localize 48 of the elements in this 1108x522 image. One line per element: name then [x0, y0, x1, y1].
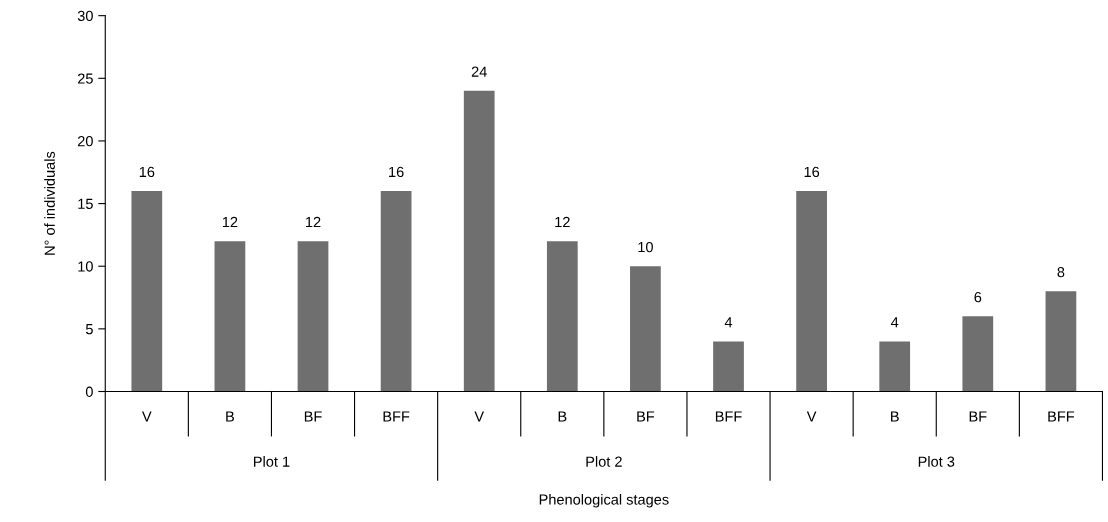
- y-tick-label: 10: [78, 261, 93, 272]
- data-label: 12: [555, 216, 570, 228]
- y-tick-label: 20: [77, 136, 93, 147]
- text: Plot 2: [586, 456, 622, 467]
- data-label: 10: [638, 241, 653, 253]
- x-tick-label: B: [891, 411, 899, 422]
- x-tick-label: BF: [969, 411, 987, 422]
- x-tick-label: BFF: [1048, 411, 1075, 422]
- bar: [796, 191, 827, 392]
- data-label: 8: [1057, 266, 1065, 278]
- bar: [1045, 291, 1077, 392]
- data-label: 4: [890, 317, 899, 328]
- bar: [546, 241, 578, 392]
- data-label: 4: [724, 317, 733, 328]
- data-label: 12: [222, 216, 238, 228]
- data-label: 6: [974, 292, 982, 303]
- x-tick-label: BF: [304, 411, 322, 422]
- x-axis-title: Phenological stages: [539, 493, 669, 508]
- bar: [630, 266, 661, 392]
- y-tick-label: 15: [78, 198, 93, 210]
- data-label: 16: [804, 166, 820, 178]
- data-label: 16: [139, 166, 155, 178]
- text: Plot 3: [918, 456, 955, 467]
- bar: [297, 241, 329, 392]
- data-label: 16: [389, 166, 404, 178]
- x-tick-label: BFF: [383, 411, 410, 422]
- bar: [380, 191, 412, 392]
- bar: [879, 341, 911, 392]
- x-tick-label: B: [558, 411, 567, 422]
- data-label: 24: [471, 66, 487, 77]
- bar: [131, 191, 163, 392]
- y-tick-label: 25: [77, 73, 93, 84]
- x-tick-label: BF: [637, 411, 655, 422]
- text: Plot 1: [254, 456, 290, 467]
- x-tick-label: V: [142, 411, 152, 422]
- x-tick-label: B: [226, 411, 234, 422]
- x-tick-label: V: [806, 411, 817, 422]
- bar: [713, 341, 744, 392]
- bar: [962, 316, 994, 392]
- y-tick-label: 0: [85, 386, 93, 397]
- y-tick-label: 30: [77, 10, 93, 22]
- y-tick-label: 5: [85, 324, 93, 335]
- x-tick-label: BFF: [715, 411, 742, 422]
- bar: [463, 90, 495, 392]
- data-label: 12: [306, 216, 321, 228]
- y-axis-title: N° of individuals: [44, 151, 55, 255]
- x-tick-label: V: [474, 411, 485, 422]
- bar: [214, 241, 246, 392]
